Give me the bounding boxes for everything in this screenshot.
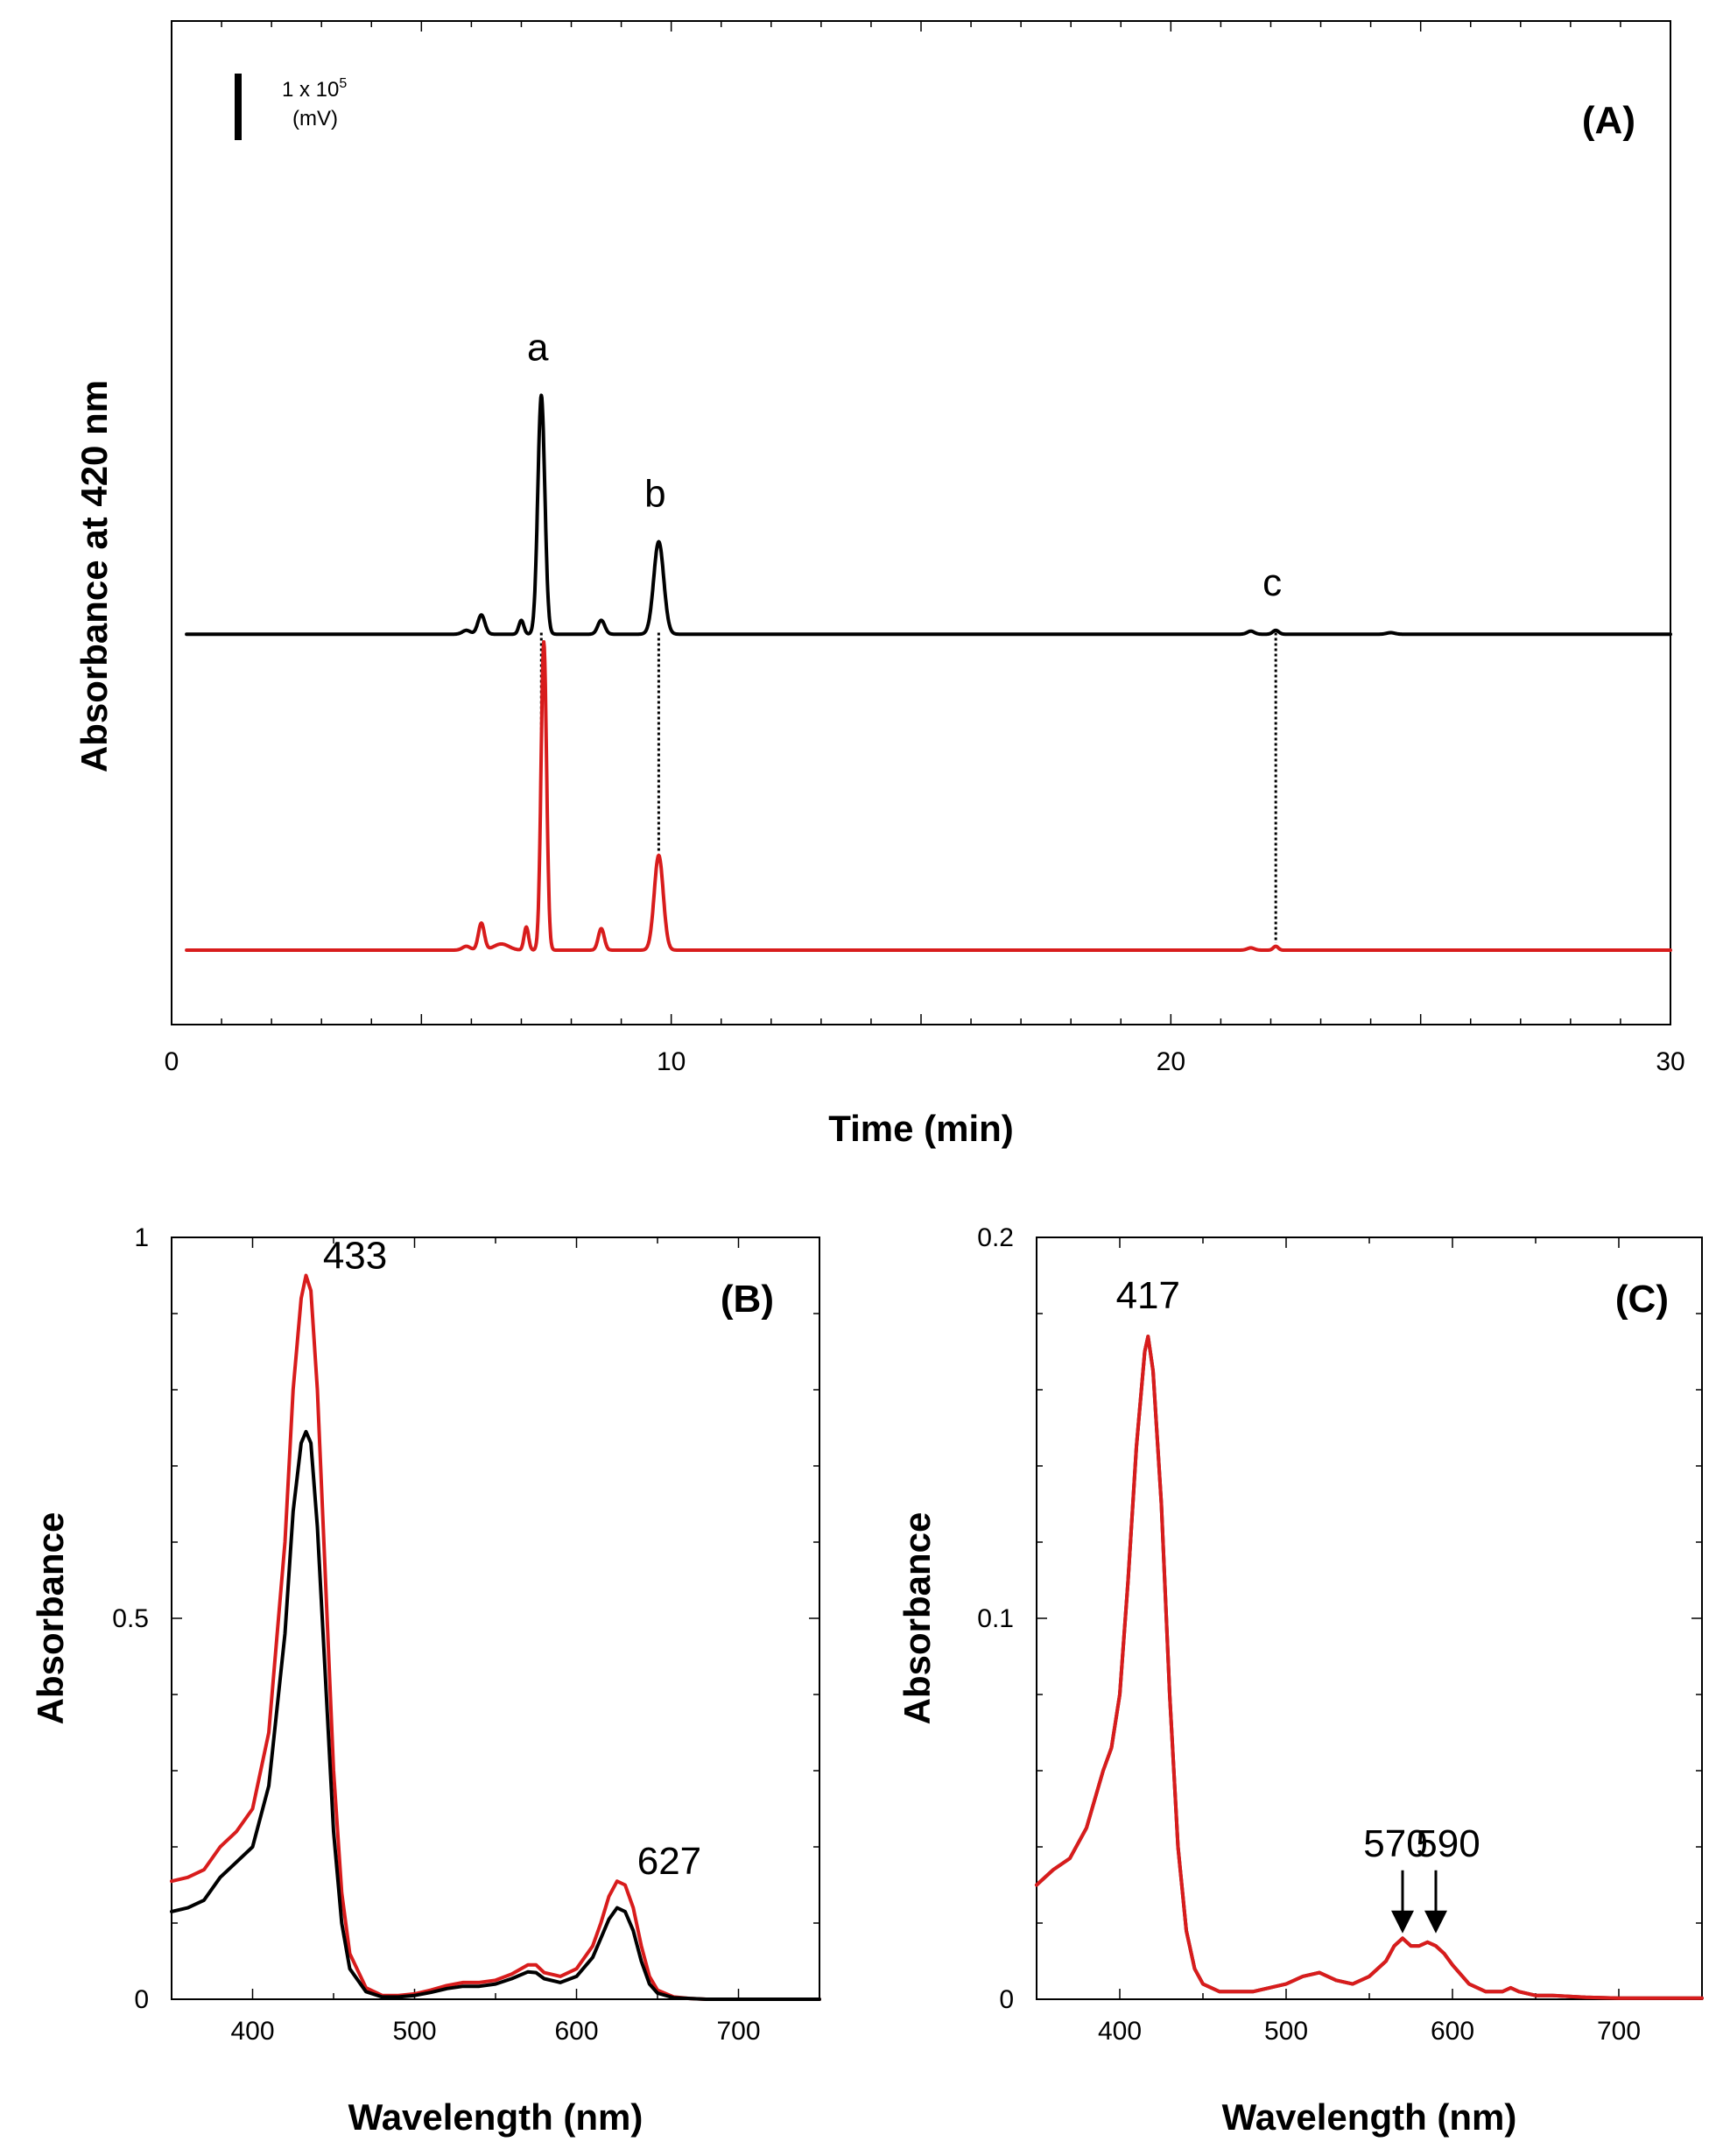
x-tick-label: 0 (165, 1047, 179, 1076)
panel-c-x-axis-title: Wavelength (nm) (1222, 2096, 1517, 2138)
panel-c-frame (1036, 1237, 1703, 2000)
arrow-label-590: 590 (1416, 1822, 1480, 1865)
scale-bar-unit: (mV) (292, 107, 338, 130)
peak-label-a: a (527, 326, 549, 369)
peak-label-627: 627 (637, 1840, 701, 1883)
panel-c-tick-labels: 400 500 600 700 0 0.1 0.2 (977, 1223, 1641, 2046)
x-tick-label: 400 (1098, 2017, 1142, 2046)
y-tick-label: 1 (134, 1223, 149, 1252)
y-tick-label: 0.2 (977, 1223, 1014, 1252)
panel-b-spectrum: 400 500 600 700 0 0.5 1 433 627 (B) Wavelength … (30, 1223, 821, 2138)
panel-b-traces (170, 1273, 821, 2001)
peak-label-433: 433 (323, 1235, 387, 1278)
x-tick-label: 600 (1431, 2017, 1474, 2046)
x-tick-label: 500 (1264, 2017, 1308, 2046)
panel-b-tick-labels: 400 500 600 700 0 0.5 1 (112, 1223, 760, 2046)
x-tick-label: 10 (657, 1047, 686, 1076)
x-tick-label: 700 (1597, 2017, 1641, 2046)
peak-label-c: c (1262, 561, 1282, 604)
peak-guide-lines (539, 632, 1277, 943)
panel-b-frame (171, 1237, 820, 2000)
panel-c-y-axis-title: Absorbance (897, 1512, 938, 1725)
x-tick-label: 700 (716, 2017, 760, 2046)
y-tick-label: 0 (999, 1985, 1014, 2014)
x-tick-label: 30 (1656, 1047, 1684, 1076)
scale-bar-label: 1 x 105 (282, 76, 347, 102)
y-tick-label: 0.5 (112, 1604, 149, 1633)
chromatogram-trace-black (185, 393, 1672, 637)
peak-label-417: 417 (1116, 1274, 1180, 1317)
peak-label-b: b (644, 473, 665, 516)
panel-a-x-ticks (221, 21, 1621, 1025)
panel-a-x-tick-labels: 0 10 20 30 (165, 1047, 1685, 1076)
panel-b-y-axis-title: Absorbance (30, 1512, 71, 1725)
panel-c-traces (1035, 1335, 1704, 2000)
panel-a-label: (A) (1582, 99, 1635, 142)
arrow-590-head (1424, 1910, 1447, 1934)
y-tick-label: 0.1 (977, 1604, 1014, 1633)
x-tick-label: 500 (392, 2017, 436, 2046)
arrow-570-head (1391, 1910, 1414, 1934)
panel-a-x-axis-title: Time (min) (828, 1108, 1014, 1149)
panel-c-ticks (1037, 1237, 1702, 1999)
arrow-label-570: 570 (1363, 1822, 1427, 1865)
panel-a-peak-labels: a b c (527, 326, 1282, 603)
y-tick-label: 0 (134, 1985, 149, 2014)
spectrum-trace-red-trace (1035, 1335, 1704, 2000)
panel-b-ticks (172, 1237, 819, 1999)
spectrum-trace-red-spectrum (170, 1273, 821, 2001)
chromatogram-trace-red (185, 640, 1672, 952)
panel-b-x-axis-title: Wavelength (nm) (348, 2096, 643, 2138)
panel-a-y-axis-title: Absorbance at 420 nm (74, 380, 115, 772)
panel-b-label: (B) (721, 1278, 774, 1321)
panel-b-peak-labels: 433 627 (323, 1235, 701, 1884)
x-tick-label: 600 (554, 2017, 598, 2046)
panel-a-chromatogram: 0 10 20 30 1 x 105 (mV) abc (A) Time (min) … (74, 20, 1685, 1149)
panel-c-label: (C) (1615, 1278, 1669, 1321)
panel-a-traces (185, 393, 1672, 952)
spectrum-trace-black-spectrum (170, 1429, 821, 2001)
x-tick-label: 400 (230, 2017, 274, 2046)
panel-a-frame (171, 20, 1671, 1025)
x-tick-label: 20 (1157, 1047, 1185, 1076)
